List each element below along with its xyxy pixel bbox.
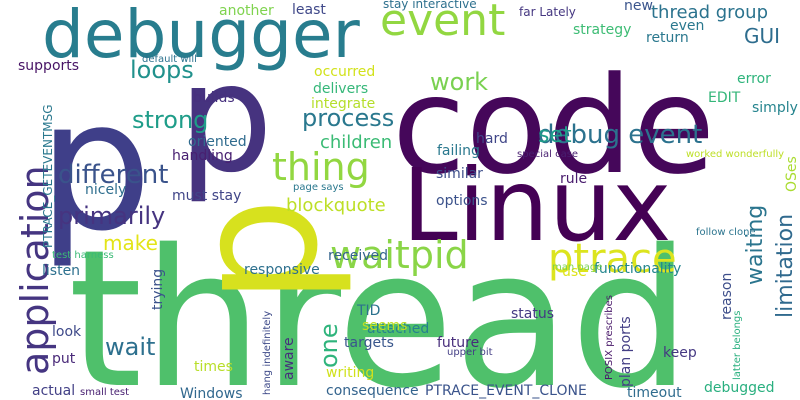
word-thread: thread bbox=[68, 209, 691, 400]
word-event: event bbox=[380, 0, 505, 46]
word-oriented: oriented bbox=[188, 134, 247, 150]
word-simply: simply bbox=[752, 100, 798, 116]
word-loops: loops bbox=[130, 56, 194, 84]
word-primarily: primarily bbox=[58, 202, 165, 230]
word-functionality: functionality bbox=[594, 261, 681, 277]
word-different: different bbox=[58, 160, 168, 190]
word-aware: aware bbox=[281, 337, 297, 380]
word-linux: Linux bbox=[402, 147, 671, 264]
word-listen: listen bbox=[42, 263, 80, 279]
word-responsive: responsive bbox=[244, 262, 320, 278]
word-code: code bbox=[392, 48, 715, 204]
word-future: future bbox=[437, 335, 479, 351]
word-reason: reason bbox=[719, 273, 735, 320]
word-special-case: special case bbox=[517, 149, 578, 160]
word-actual: actual bbox=[32, 383, 75, 399]
word-p: p bbox=[38, 62, 152, 271]
word-occurred: occurred bbox=[314, 64, 375, 80]
word-test-harness: test harness bbox=[52, 250, 114, 261]
word-small-test: small test bbox=[80, 387, 129, 398]
word-must-stay: must stay bbox=[172, 188, 241, 204]
word-waiting: waiting bbox=[743, 205, 768, 285]
word-default-will: default will bbox=[142, 54, 197, 65]
word-far-lately: far Lately bbox=[519, 5, 576, 19]
word-writing: writing bbox=[326, 365, 374, 381]
word-posix-prescribes: POSIX prescribes bbox=[604, 295, 615, 380]
word-error: error bbox=[737, 71, 771, 87]
word-windows: Windows bbox=[180, 386, 243, 400]
word-tid: TID bbox=[356, 303, 380, 319]
word-attached: attached bbox=[367, 321, 429, 337]
word-keep: keep bbox=[663, 345, 697, 361]
word-limitation: limitation bbox=[773, 214, 798, 318]
word-man-page: man page bbox=[552, 262, 602, 273]
word-thread-group: thread group bbox=[651, 2, 768, 23]
word-status: status bbox=[511, 306, 554, 322]
word-supports: supports bbox=[18, 58, 79, 74]
word-return: return bbox=[646, 30, 689, 46]
word-builds: builds bbox=[193, 90, 235, 106]
word-ptrace: ptrace bbox=[548, 236, 677, 282]
word-rule: rule bbox=[560, 171, 587, 187]
word-use: use bbox=[562, 264, 587, 280]
word-nicely: nicely bbox=[85, 182, 126, 198]
word-even: even bbox=[670, 18, 704, 34]
word-similar: similar bbox=[436, 166, 483, 182]
word-another: another bbox=[219, 3, 274, 19]
word-delivers: delivers bbox=[313, 81, 368, 97]
word-strategy: strategy bbox=[573, 22, 631, 38]
word-times: times bbox=[194, 359, 233, 375]
word-ptrace-geteventmsg: PTRACE_GETEVENTMSG bbox=[41, 104, 55, 248]
word-gui: GUI bbox=[744, 24, 780, 48]
word-page-says: page says bbox=[293, 182, 344, 193]
word-seems: seems bbox=[362, 318, 407, 334]
word-debugged: debugged bbox=[704, 380, 775, 396]
word-make: make bbox=[103, 231, 158, 255]
word-waitpid: waitpid bbox=[330, 233, 469, 277]
word-look: look bbox=[52, 324, 82, 340]
word-hang-indefinitely: hang indefinitely bbox=[262, 311, 273, 395]
word-set: set bbox=[538, 123, 572, 148]
word-latter-belongs: latter belongs bbox=[732, 311, 743, 380]
word-process: process bbox=[302, 104, 394, 132]
word-integrate: integrate bbox=[311, 96, 375, 112]
word-consequence: consequence bbox=[326, 383, 419, 399]
word-ptrace-event-clone: PTRACE_EVENT_CLONE bbox=[425, 383, 587, 399]
word-targets: targets bbox=[344, 335, 394, 351]
word-one: one bbox=[315, 323, 343, 368]
word-plan-ports: plan ports bbox=[618, 316, 634, 387]
word-oses: OSes bbox=[784, 156, 800, 192]
word-new: new bbox=[624, 0, 653, 14]
word-children: children bbox=[320, 132, 392, 153]
word-debugger: debugger bbox=[42, 0, 361, 73]
word-follow-clone: follow clone bbox=[696, 227, 756, 238]
word-least: least bbox=[292, 2, 326, 18]
word-strong: strong bbox=[132, 106, 208, 134]
word-p: p bbox=[178, 32, 273, 206]
word-put: put bbox=[52, 351, 76, 367]
word-hard: hard bbox=[476, 131, 508, 147]
word-application: application bbox=[13, 165, 57, 375]
word-worked-wonderfully: worked wonderfully bbox=[686, 149, 784, 160]
word-timeout: timeout bbox=[627, 385, 682, 400]
word-stay-interactive: stay interactive bbox=[383, 0, 477, 11]
word-p: p bbox=[158, 197, 356, 305]
word-wait: wait bbox=[105, 333, 155, 361]
word-work: work bbox=[430, 68, 488, 96]
word-handling: handling bbox=[172, 148, 233, 164]
word-debug-event: debug event bbox=[538, 120, 702, 150]
word-failing: failing bbox=[437, 143, 480, 159]
word-options: options bbox=[436, 193, 488, 209]
word-thing: thing bbox=[272, 145, 370, 189]
word-edit: EDIT bbox=[708, 90, 741, 106]
word-blockquote: blockquote bbox=[286, 195, 386, 216]
word-trying: trying bbox=[150, 269, 166, 310]
word-received: received bbox=[328, 248, 388, 264]
word-upper-bit: upper bit bbox=[447, 347, 493, 358]
